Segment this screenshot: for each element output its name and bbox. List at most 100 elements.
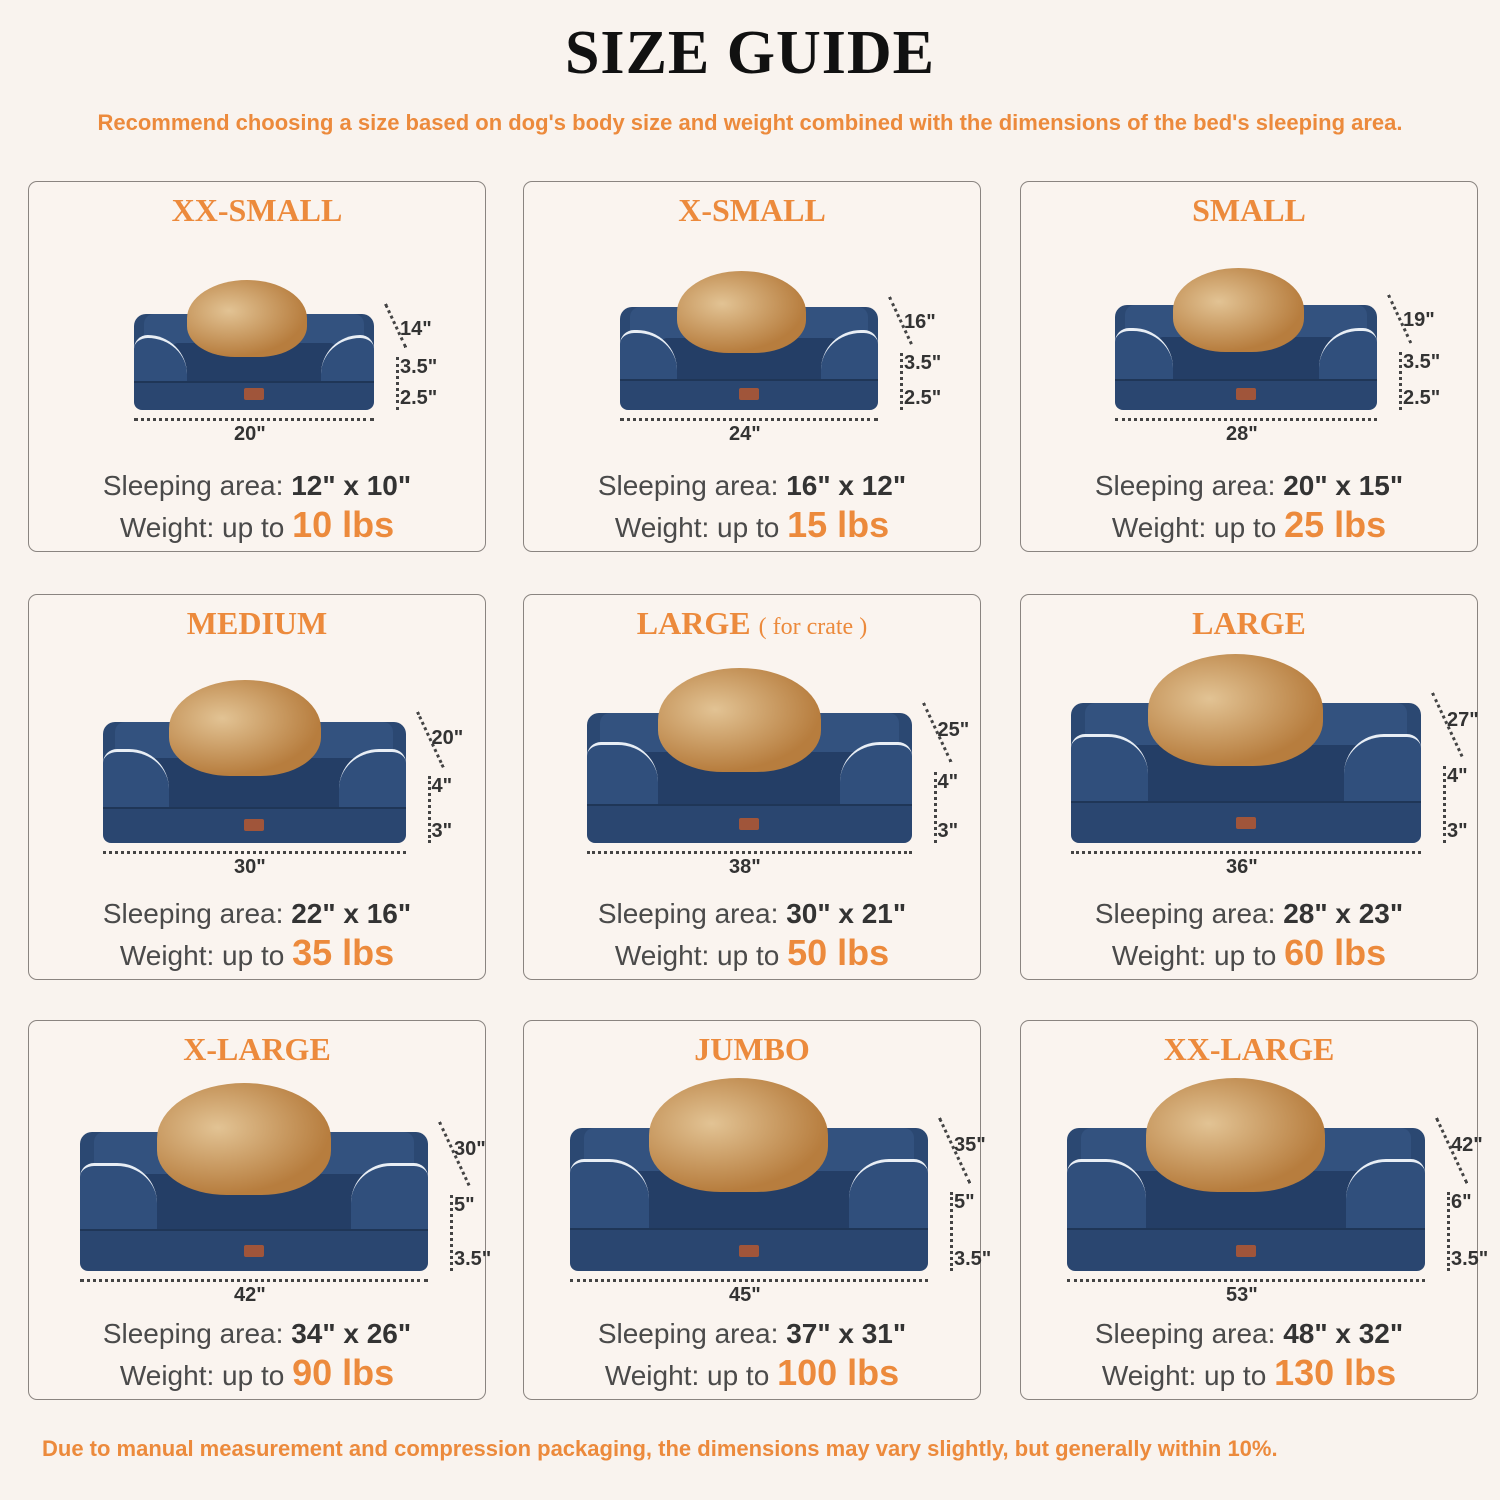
bed-image [1071,703,1421,843]
height-dimension-line [1447,1192,1450,1271]
size-name: LARGE [1192,605,1306,641]
depth-label: 30" [454,1137,486,1160]
height-bottom-label: 3.5" [954,1248,992,1270]
size-name: X-SMALL [678,192,826,228]
size-card: MEDIUM 30" 20" 4" 3" Sleeping area: 22" x 16"… [28,594,486,980]
size-card: JUMBO 45" 35" 5" 3.5" Sleeping area: 37" x 31… [523,1020,991,1400]
sleeping-area-value: 37" x 31" [786,1318,907,1349]
size-card: LARGE 36" 27" 4" 3" Sleeping area: 28" x 23" W… [1020,594,1479,980]
weight-text: Weight: up to 90 lbs [29,1353,485,1393]
size-title: X-SMALL [524,190,980,230]
length-dimension-line [80,1279,428,1282]
bed-tag [244,388,264,401]
bed-armR [351,1162,428,1235]
pet-image [1148,654,1323,766]
height-top-label: 3.5" [400,356,438,379]
sleeping-area-value: 16" x 12" [786,470,907,501]
height-bottom-label: 3.5" [1451,1248,1489,1270]
height-bottom-label: 2.5" [1403,387,1441,409]
size-name: XX-SMALL [171,192,343,228]
height-top-label: 6" [1451,1191,1472,1214]
sleeping-area-text: Sleeping area: 30" x 21" [524,897,980,931]
height-top-label: 5" [954,1191,975,1214]
bed-tag [739,818,759,830]
pet-image [1145,1077,1325,1193]
size-title: LARGE ( for crate ) [524,603,980,647]
sleeping-area-label: Sleeping area: [1094,898,1276,929]
sleeping-area-label: Sleeping area: [1094,1318,1276,1349]
weight-value: 90 lbs [292,1352,395,1393]
sleeping-area-text: Sleeping area: 16" x 12" [524,469,980,503]
weight-text: Weight: up to 15 lbs [524,505,980,545]
size-title: LARGE [1021,603,1477,643]
length-label: 38" [729,856,761,878]
weight-label: Weight: up to [119,1360,285,1391]
depth-label: 27" [1447,709,1479,731]
bed-armL [570,1159,649,1234]
size-name: MEDIUM [186,605,328,641]
size-card: X-SMALL 24" 16" 3.5" 2.5" Sleeping area: 16" … [523,181,981,552]
bed-armL [586,741,658,810]
height-dimension-line [450,1194,453,1271]
bed-armR [840,741,912,810]
page-title: SIZE GUIDE [564,19,936,87]
bed-armR [849,1159,928,1234]
bed-armR [1344,733,1421,807]
height-top-label: 4" [937,770,959,793]
height-bottom-label: 2.5" [904,387,942,409]
pet-image [186,280,307,358]
height-dimension-line [1443,766,1446,843]
length-label: 30" [234,856,266,878]
depth-label: 42" [1451,1134,1483,1157]
height-top-label: 5" [454,1193,475,1216]
size-name: SMALL [1192,192,1306,228]
sleeping-area-text: Sleeping area: 48" x 32" [1021,1317,1477,1351]
length-label: 36" [1226,856,1258,878]
depth-label: 25" [937,718,970,741]
weight-text: Weight: up to 100 lbs [524,1353,980,1393]
height-bottom-label: 2.5" [400,387,438,409]
bed-armL [1071,733,1148,807]
weight-value: 25 lbs [1284,504,1387,545]
height-top-label: 4" [431,775,453,798]
sleeping-area-text: Sleeping area: 22" x 16" [29,897,485,931]
bed-image [620,307,878,410]
size-title: X-LARGE [29,1029,485,1069]
depth-label: 14" [400,317,432,340]
bed-tag [1236,387,1256,400]
length-dimension-line [1067,1279,1425,1282]
sleeping-area-label: Sleeping area: [102,898,284,929]
sleeping-area-label: Sleeping area: [597,898,779,929]
sleeping-area-text: Sleeping area: 28" x 23" [1021,897,1477,931]
size-name: XX-LARGE [1163,1031,1335,1067]
size-title: MEDIUM [29,603,485,643]
height-dimension-line [900,353,903,410]
height-dimension-line [1399,352,1402,410]
sleeping-area-text: Sleeping area: 20" x 15" [1021,469,1477,503]
bed-tag [739,387,759,400]
sleeping-area-text: Sleeping area: 34" x 26" [29,1317,485,1351]
size-name: X-LARGE [183,1031,331,1067]
bed-tag [739,1244,759,1257]
weight-text: Weight: up to 60 lbs [1021,933,1477,973]
sleeping-area-value: 12" x 10" [291,470,412,501]
bed-armL [80,1162,157,1235]
pet-image [648,1077,828,1193]
bed-image [586,713,912,843]
bed-armL [1067,1159,1146,1234]
length-label: 42" [234,1284,266,1306]
size-card: SMALL 28" 19" 3.5" 2.5" Sleeping area: 20" x … [1020,181,1478,552]
height-top-label: 4" [1447,765,1468,787]
length-dimension-line [570,1279,928,1282]
depth-label: 16" [904,311,936,334]
length-label: 45" [729,1284,761,1306]
size-card: XX-LARGE 53" 42" 6" 3.5" Sleeping area: 48" x… [1020,1020,1488,1400]
bed-tag [244,818,264,831]
length-label: 20" [234,423,266,445]
sleeping-area-label: Sleeping area: [102,1318,284,1349]
weight-value: 15 lbs [787,504,890,545]
sleeping-area-value: 30" x 21" [786,898,907,929]
bed-tag [1236,817,1256,829]
size-name: JUMBO [694,1031,810,1067]
bed-tag [244,1245,264,1258]
